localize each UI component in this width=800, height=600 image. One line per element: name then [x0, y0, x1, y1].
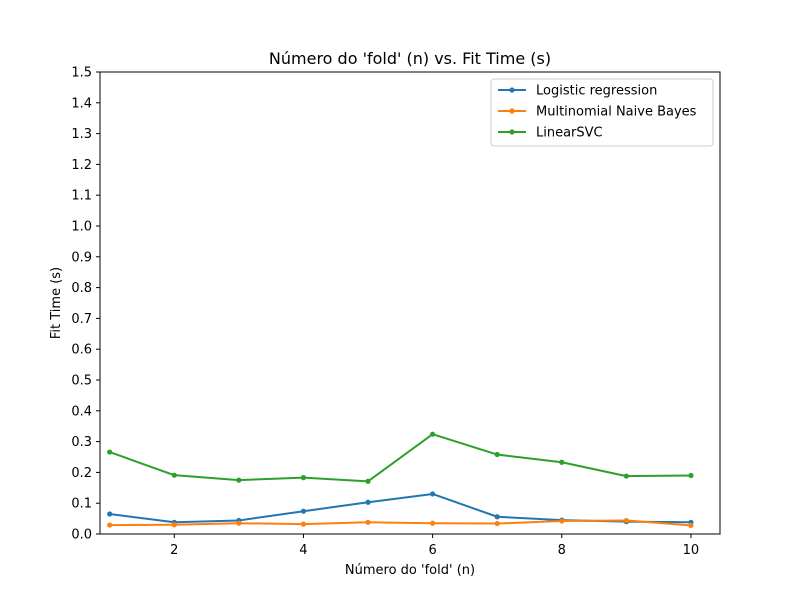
series-2: [107, 431, 694, 484]
legend-swatch-marker: [509, 87, 515, 93]
y-tick-label: 0.0: [71, 528, 92, 543]
legend-box: [490, 78, 714, 147]
data-point: [365, 478, 371, 484]
legend-entry: Multinomial Naive Bayes: [498, 105, 697, 120]
y-tick-label: 1.1: [71, 189, 92, 204]
data-point: [430, 520, 436, 526]
data-point: [688, 472, 694, 479]
data-point: [365, 519, 371, 525]
y-tick-label: 0.4: [71, 404, 92, 419]
series-line: [108, 433, 692, 483]
y-axis-label: Fit Time (s): [49, 267, 64, 339]
data-point: [494, 451, 500, 458]
legend-entry: LinearSVC: [498, 126, 603, 141]
y-tick-label: 1.4: [71, 96, 92, 111]
y-tick-label: 1.0: [71, 220, 92, 235]
y-tick-label: 1.5: [71, 66, 92, 81]
x-tick-label: 4: [299, 543, 307, 558]
plot-frame: [99, 71, 721, 535]
series-line: [108, 492, 692, 524]
y-tick-label: 0.3: [71, 435, 92, 450]
data-point: [430, 491, 436, 497]
data-point: [300, 508, 307, 514]
data-point: [107, 522, 113, 528]
data-point: [494, 514, 500, 520]
data-point: [688, 522, 694, 528]
data-point: [171, 472, 177, 478]
y-tick-label: 0.1: [71, 497, 92, 512]
legend-label: LinearSVC: [536, 126, 603, 141]
y-tick-label: 0.5: [71, 374, 92, 389]
data-point: [494, 520, 500, 527]
data-point: [430, 431, 436, 437]
legend-entry: Logistic regression: [498, 84, 657, 99]
data-point: [365, 499, 371, 505]
data-point: [559, 459, 565, 465]
data-point: [623, 517, 629, 524]
y-tick-label: 1.2: [71, 158, 92, 173]
y-tick-label: 0.9: [71, 250, 92, 265]
data-point: [107, 511, 113, 517]
data-point: [300, 521, 307, 527]
x-axis: 2 4 6 8 10: [170, 534, 699, 558]
legend-label: Multinomial Naive Bayes: [536, 105, 697, 120]
y-tick-label: 0.2: [71, 466, 92, 481]
legend: Logistic regression Multinomial Naive Bay…: [490, 78, 714, 147]
series-1: [107, 517, 694, 528]
y-tick-label: 0.8: [71, 281, 92, 296]
data-point: [623, 473, 629, 479]
x-axis-label: Número do 'fold' (n): [345, 563, 475, 578]
data-point: [107, 449, 113, 455]
data-point: [300, 475, 307, 481]
x-tick-label: 2: [170, 543, 178, 558]
y-tick-label: 0.6: [71, 343, 92, 358]
y-axis: 0.0 0.1 0.2 0.3 0.4 0.5 0.6 0.7 0.8 0.9 1.0 1.1 1.2 1…: [71, 66, 100, 543]
legend-label: Logistic regression: [536, 84, 657, 99]
series-line: [108, 519, 693, 527]
x-tick-label: 6: [428, 543, 436, 558]
x-tick-label: 10: [683, 543, 700, 558]
chart-title: Número do 'fold' (n) vs. Fit Time (s): [269, 49, 551, 68]
data-point: [559, 518, 565, 524]
y-tick-label: 0.7: [71, 312, 92, 327]
data-point: [236, 520, 242, 526]
legend-swatch-marker: [509, 108, 515, 114]
plot-marks: [107, 431, 694, 528]
data-point: [171, 522, 177, 528]
x-tick-label: 8: [558, 543, 566, 558]
y-tick-label: 1.3: [71, 127, 92, 142]
data-point: [236, 477, 242, 483]
legend-swatch-marker: [509, 129, 515, 135]
